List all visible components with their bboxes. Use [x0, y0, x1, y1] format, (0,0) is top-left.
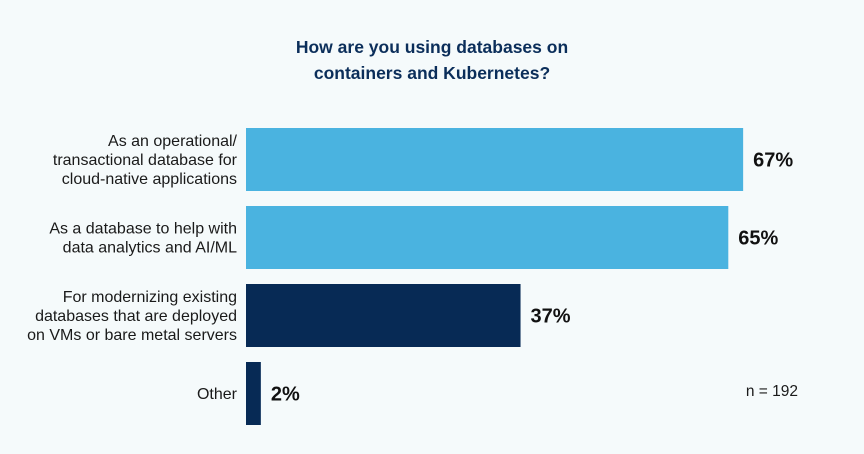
chart-title-line-1: How are you using databases on	[295, 37, 569, 57]
value-label-4: 2%	[271, 384, 300, 406]
category-label-line: data analytics and AI/ML	[63, 240, 237, 257]
bar-2	[246, 206, 729, 269]
bar-4	[246, 362, 261, 425]
value-label-2: 65%	[738, 228, 778, 250]
category-label-1: As an operational/transactional database…	[53, 133, 238, 188]
sample-size-note: n = 192	[745, 383, 798, 400]
category-label-line: For modernizing existing	[63, 289, 237, 306]
bar-1	[246, 128, 744, 191]
category-label-3: For modernizing existing databases that a…	[27, 289, 237, 344]
chart-title: How are you using databases on container…	[0, 34, 864, 86]
category-label-line: Other	[197, 386, 238, 403]
chart-title-line-2: containers and Kubernetes?	[313, 63, 551, 83]
category-label-line: As an operational/	[108, 133, 238, 150]
category-label-4: Other	[197, 386, 238, 403]
category-label-line: As a database to help with	[49, 221, 237, 238]
value-label-3: 37%	[531, 306, 571, 328]
bar-3	[246, 284, 521, 347]
category-label-2: As a database to help with data analytics…	[49, 221, 237, 257]
category-label-line: transactional database for	[53, 152, 238, 169]
category-label-line: cloud-native applications	[62, 171, 237, 188]
category-label-line: on VMs or bare metal servers	[27, 327, 237, 344]
value-label-1: 67%	[753, 150, 793, 172]
category-label-line: databases that are deployed	[35, 308, 237, 325]
